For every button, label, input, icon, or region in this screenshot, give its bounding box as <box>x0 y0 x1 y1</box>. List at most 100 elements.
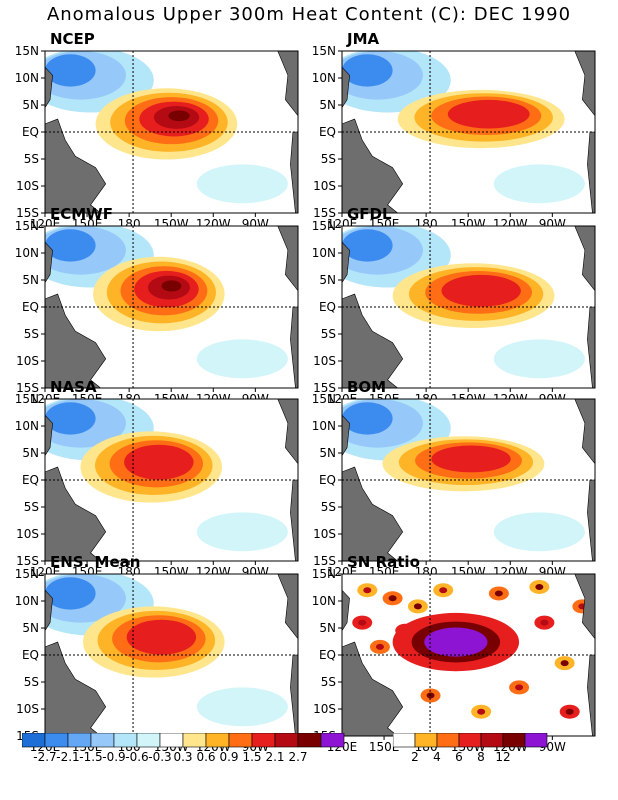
lat-tick-label: 10S <box>16 354 39 368</box>
colorbar-label: 6 <box>455 750 463 764</box>
lat-tick-label: 5N <box>22 98 39 112</box>
colorbar-swatch <box>159 732 184 748</box>
colorbar-swatch <box>90 732 115 748</box>
panel-title: JMA <box>347 30 380 48</box>
lat-tick-label: 15N <box>15 567 39 581</box>
lat-tick-label: EQ <box>22 473 39 487</box>
lat-tick-label: 5S <box>321 500 336 514</box>
lat-tick-label: 5N <box>22 446 39 460</box>
lat-tick-label: EQ <box>319 473 336 487</box>
anomaly-colorbar: -2.7 -2.1 -1.5 -0.9 -0.6 -0.3 0.3 0.6 0.9 1.5 2.1 2… <box>21 732 362 773</box>
lat-tick-label: 5N <box>319 98 336 112</box>
lat-tick-label: 15S <box>16 206 39 220</box>
colorbar-label: -2.7 <box>33 750 56 764</box>
panel-title: NCEP <box>50 30 95 48</box>
colorbar-swatch <box>436 732 460 748</box>
colorbar-swatch <box>297 732 322 748</box>
lat-tick-label: 10N <box>312 594 336 608</box>
colorbar-label: 2.1 <box>265 750 284 764</box>
colorbar-label: 0.6 <box>196 750 215 764</box>
colorbar-swatch <box>251 732 276 748</box>
lat-tick-label: 10S <box>313 354 336 368</box>
lat-tick-label: EQ <box>22 648 39 662</box>
lon-tick-label: 150E <box>369 740 400 754</box>
lat-tick-label: 10S <box>16 527 39 541</box>
colorbar-label: 12 <box>495 750 510 764</box>
lat-tick-label: 10N <box>312 71 336 85</box>
map-panel: ENS. Mean15N10N5NEQ5S10S15S120E150E18015… <box>0 553 300 754</box>
lat-tick-label: EQ <box>319 300 336 314</box>
lat-tick-label: 10S <box>313 527 336 541</box>
colorbar-label: 0.9 <box>219 750 238 764</box>
lat-tick-label: 10S <box>313 702 336 716</box>
colorbar-swatch <box>480 732 504 748</box>
map-panel: NASA 15N 10N 5N EQ 5S 10S 15S 120E 150E 180 150W 120… <box>0 378 300 579</box>
lat-tick-label: 10S <box>16 702 39 716</box>
lat-tick-label: EQ <box>22 300 39 314</box>
lat-tick-label: 5S <box>24 500 39 514</box>
lat-tick-label: 5N <box>22 621 39 635</box>
map-panel: JMA 15N 10N 5N EQ 5S 10S 15S 120E 150E 180 150W 120W… <box>297 30 597 231</box>
colorbar-label: 2 <box>411 750 419 764</box>
lat-tick-label: 5S <box>321 675 336 689</box>
lat-tick-label: 15N <box>312 392 336 406</box>
lat-tick-label: 10S <box>16 179 39 193</box>
panel-title: ECMWF <box>50 205 113 223</box>
colorbar-label: -0.9 <box>102 750 125 764</box>
lat-tick-label: 15N <box>312 44 336 58</box>
lat-tick-label: 5S <box>24 152 39 166</box>
colorbar-swatch <box>274 732 299 748</box>
colorbar-label: -0.6 <box>125 750 148 764</box>
lat-tick-label: 5S <box>24 675 39 689</box>
lat-tick-label: 5N <box>319 446 336 460</box>
lat-tick-label: 15S <box>16 554 39 568</box>
map-panel: BOM 15N 10N 5N EQ 5S 10S 15S 120E 150E 180 150W 120W… <box>297 378 597 579</box>
lat-tick-label: 10N <box>312 246 336 260</box>
colorbar-label: -1.5 <box>79 750 102 764</box>
lat-tick-label: EQ <box>319 648 336 662</box>
map-panel: SN Ratio15N10N5NEQ5S10S15S120E150E180150… <box>297 553 597 754</box>
colorbar-swatch <box>320 732 345 748</box>
colorbar-label: 8 <box>477 750 485 764</box>
lat-tick-label: 10N <box>15 594 39 608</box>
lat-tick-label: 10N <box>312 419 336 433</box>
colorbar-swatch <box>414 732 438 748</box>
lat-tick-label: 5S <box>321 152 336 166</box>
panel-title: BOM <box>347 378 387 396</box>
colorbar-label: 0.3 <box>173 750 192 764</box>
lat-tick-label: 5N <box>319 621 336 635</box>
lat-tick-label: 10N <box>15 419 39 433</box>
colorbar-swatch <box>228 732 253 748</box>
lat-tick-label: 15S <box>313 206 336 220</box>
colorbar-swatch <box>392 732 416 748</box>
colorbar-label: -2.1 <box>56 750 79 764</box>
lat-tick-label: 15S <box>313 554 336 568</box>
lat-tick-label: 15N <box>312 567 336 581</box>
map-panel: GFDL15N10N5NEQ5S10S15S120E150E180150W120… <box>297 205 597 406</box>
lat-tick-label: 15S <box>313 381 336 395</box>
colorbar-swatch <box>67 732 92 748</box>
colorbar-swatch <box>502 732 526 748</box>
lat-tick-label: 15N <box>15 219 39 233</box>
figure-title: Anomalous Upper 300m Heat Content (C): D… <box>46 4 572 25</box>
colorbar-label: 2.7 <box>288 750 307 764</box>
lat-tick-label: 5N <box>22 273 39 287</box>
lat-tick-label: 15N <box>15 44 39 58</box>
colorbar-label: 4 <box>433 750 441 764</box>
lat-tick-label: 10N <box>15 246 39 260</box>
lat-tick-label: 5S <box>321 327 336 341</box>
panel-title: SN Ratio <box>347 553 420 571</box>
map-panel: ECMWF15N10N5NEQ5S10S15S120E150E180150W12… <box>0 205 300 406</box>
colorbar-swatch <box>182 732 207 748</box>
colorbar-label: 1.5 <box>242 750 261 764</box>
colorbar-swatch <box>205 732 230 748</box>
colorbar-swatch <box>524 732 548 748</box>
lat-tick-label: 15S <box>16 381 39 395</box>
